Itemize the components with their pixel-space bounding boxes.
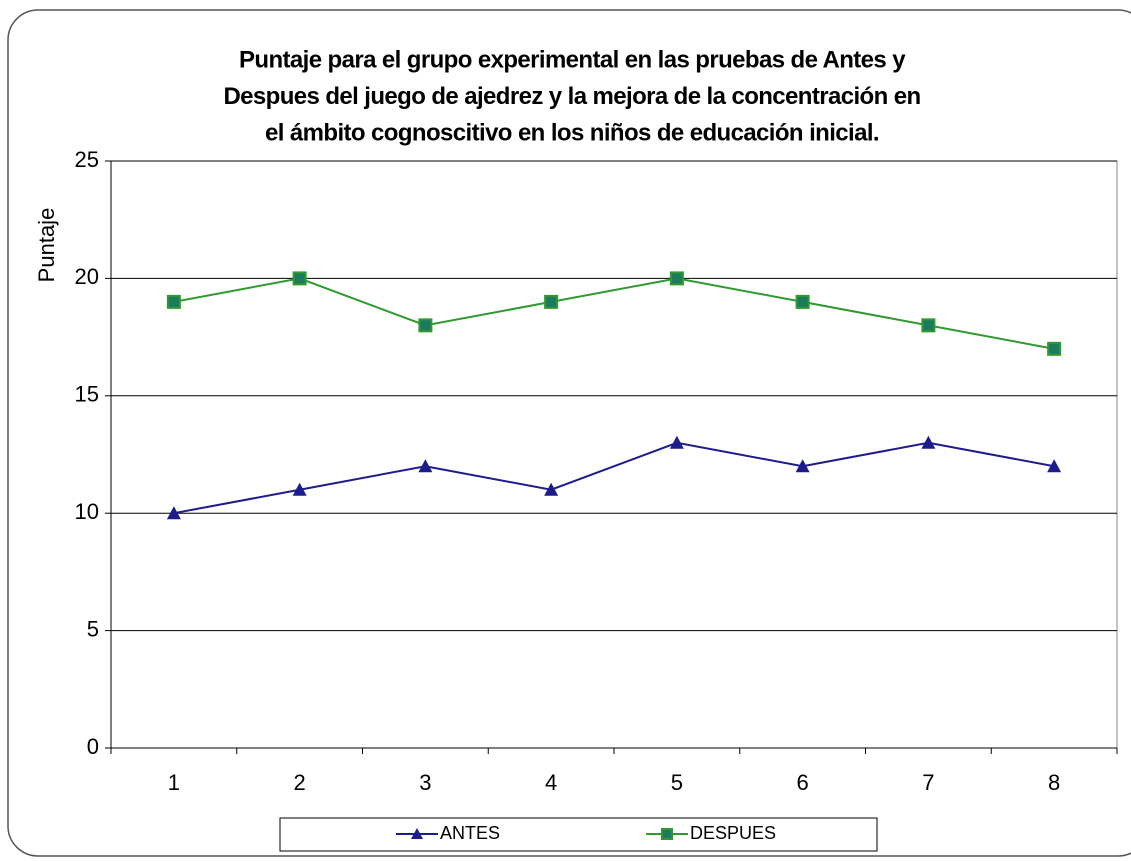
data-point (418, 318, 433, 333)
data-point (292, 482, 307, 496)
x-tick-label: 6 (797, 770, 809, 795)
plot-area (110, 160, 1118, 749)
legend-box (279, 817, 878, 852)
legend-label: DESPUES (690, 823, 776, 843)
data-point (921, 318, 936, 333)
data-point (795, 294, 810, 309)
series-line (173, 277, 1055, 350)
data-point (418, 459, 433, 473)
x-tick-label: 1 (168, 770, 180, 795)
x-tick-label: 3 (419, 770, 431, 795)
x-tick-label: 2 (294, 770, 306, 795)
y-tick-label: 25 (75, 147, 99, 172)
data-point (795, 459, 810, 473)
y-tick-label: 20 (75, 264, 99, 289)
title-line: Despues del juego de ajedrez y la mejora… (223, 83, 920, 110)
x-tick-label: 8 (1048, 770, 1060, 795)
title-line: Puntaje para el grupo experimental en la… (239, 46, 906, 73)
data-point (292, 271, 307, 286)
legend-marker (411, 828, 423, 839)
title-line: el ámbito cognoscitivo en los niños de e… (265, 119, 879, 146)
x-tick-label: 4 (545, 770, 557, 795)
data-point (669, 435, 684, 449)
data-point (544, 482, 559, 496)
data-point (669, 271, 684, 286)
y-tick-label: 10 (75, 499, 99, 524)
legend-marker (661, 828, 673, 840)
x-tick-label: 7 (922, 770, 934, 795)
data-point (544, 294, 559, 309)
x-tick-label: 5 (671, 770, 683, 795)
chart-title: Puntaje para el grupo experimental en la… (223, 46, 921, 146)
data-point (1047, 459, 1062, 473)
series-line (173, 441, 1055, 515)
data-point (1047, 341, 1062, 356)
y-axis-label: Puntaje (34, 208, 59, 283)
y-tick-label: 5 (87, 616, 99, 641)
data-point (166, 294, 181, 309)
data-point (921, 435, 936, 449)
y-tick-label: 15 (75, 382, 99, 407)
data-point (166, 506, 181, 520)
legend-label: ANTES (440, 823, 500, 843)
y-tick-label: 0 (87, 734, 99, 759)
